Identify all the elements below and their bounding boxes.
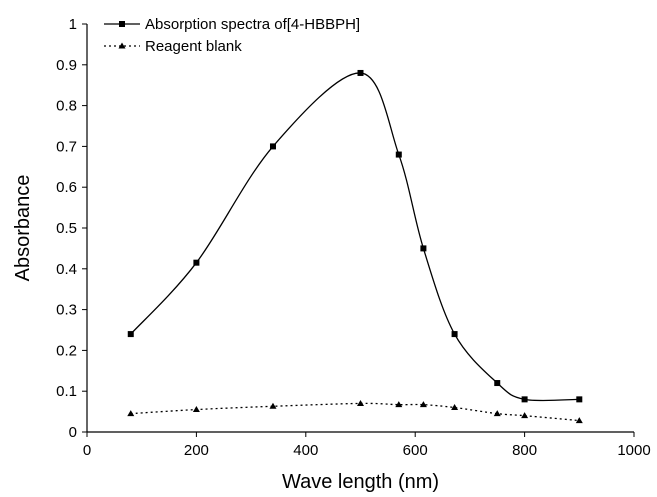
series-2-point [395, 401, 403, 408]
series-2-point [357, 399, 364, 406]
y-tick-label: 0.4 [56, 261, 77, 278]
series-2-point [521, 412, 529, 419]
y-tick-label: 0.3 [56, 302, 77, 319]
legend-marker-1 [119, 21, 125, 27]
legend-label-1: Absorption spectra of[4-HBBPH] [145, 16, 360, 33]
series-1-point [494, 380, 501, 387]
series-1-point [357, 69, 364, 76]
series-2-point [269, 402, 277, 409]
series-1-line [130, 72, 580, 402]
x-tick-label: 600 [403, 442, 428, 459]
legend-label-2: Reagent blank [145, 38, 242, 55]
y-tick-label: 0.7 [56, 138, 77, 155]
x-tick-label: 200 [184, 442, 209, 459]
legend-marker-2 [118, 42, 126, 49]
x-tick-label: 1000 [617, 442, 650, 459]
x-tick-label: 400 [293, 442, 318, 459]
series-2-point [192, 406, 200, 413]
series-2-line [130, 402, 580, 422]
x-axis-title: Wave length (nm) [282, 471, 439, 493]
series-1-point [576, 396, 583, 403]
y-axis-title: Absorbance [12, 175, 34, 282]
series-2-point [575, 417, 583, 424]
series-1-point [521, 396, 528, 403]
series-1-point [420, 245, 427, 252]
y-tick-label: 0.6 [56, 179, 77, 196]
series-1-point [269, 143, 276, 150]
series-1-point [127, 331, 134, 338]
series-2-point [127, 410, 135, 417]
series-1-point [451, 331, 458, 338]
y-tick-label: 0.8 [56, 98, 77, 115]
x-tick-label: 800 [512, 442, 537, 459]
y-tick-label: 1 [69, 16, 77, 33]
x-ticks: 0 200 400 600 800 1000 [83, 432, 651, 459]
y-tick-label: 0.1 [56, 383, 77, 400]
series-1-point [395, 151, 402, 158]
series-2-point [451, 404, 459, 411]
series-layer [127, 69, 583, 424]
legend: Absorption spectra of[4-HBBPH] Reagent bl… [104, 16, 360, 55]
y-tick-label: 0.9 [56, 57, 77, 74]
y-tick-label: 0 [69, 424, 77, 441]
y-tick-label: 0.5 [56, 220, 77, 237]
series-1-point [193, 259, 200, 266]
series-1 [127, 69, 583, 403]
series-2-point [493, 410, 501, 417]
axes [86, 24, 634, 433]
y-ticks: 0 0.1 0.2 0.3 0.4 0.5 0.6 0.7 0.8 0.9 1 [56, 16, 87, 441]
y-tick-label: 0.2 [56, 342, 77, 359]
series-2-point [419, 401, 427, 408]
series-2 [127, 399, 583, 424]
x-tick-label: 0 [83, 442, 91, 459]
